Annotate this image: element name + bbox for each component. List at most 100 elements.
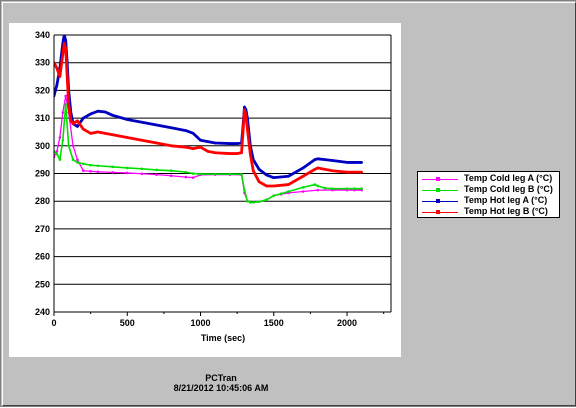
data-point [249, 152, 252, 156]
data-point [67, 144, 70, 148]
legend-swatch-marker [436, 210, 440, 214]
data-point [184, 175, 188, 179]
series-line [54, 35, 362, 180]
data-point [228, 172, 232, 176]
data-point [257, 200, 261, 204]
data-point [96, 170, 100, 174]
data-point [331, 169, 334, 173]
data-point [169, 174, 173, 178]
data-point [55, 83, 59, 87]
data-point [228, 152, 232, 155]
data-point [240, 151, 243, 155]
data-point [71, 158, 75, 161]
legend: Temp Cold leg A (°C) Temp Cold leg B (°C… [417, 171, 560, 218]
data-point [345, 187, 349, 191]
data-point [272, 184, 276, 188]
legend-swatch-line [422, 179, 458, 180]
y-tick-label: 270 [35, 224, 50, 234]
x-tick-label: 2000 [337, 318, 357, 328]
data-point [103, 132, 107, 135]
legend-label: Temp Hot leg B (°C) [464, 206, 548, 216]
data-point [125, 171, 129, 175]
data-point [360, 187, 363, 191]
data-point [76, 119, 79, 123]
data-point [103, 110, 107, 114]
data-point [241, 130, 245, 134]
data-point [249, 201, 252, 204]
data-point [257, 168, 261, 171]
data-point [251, 169, 255, 173]
data-point [76, 161, 79, 164]
data-point [301, 190, 305, 193]
data-point [360, 161, 363, 164]
data-point [191, 176, 195, 179]
data-point [155, 123, 158, 127]
data-point [76, 158, 79, 161]
data-point [301, 166, 305, 170]
y-tick-label: 260 [35, 252, 50, 262]
data-point [140, 120, 144, 124]
data-point [82, 169, 85, 173]
data-point [125, 166, 129, 170]
x-tick-label: 0 [51, 318, 56, 328]
data-point [301, 186, 305, 189]
y-tick-label: 300 [35, 141, 50, 151]
data-point [155, 173, 158, 176]
data-point [64, 47, 68, 51]
data-point [213, 141, 217, 145]
data-point [353, 170, 356, 174]
legend-swatch-marker [436, 177, 440, 181]
data-point [240, 173, 243, 176]
data-point [206, 140, 210, 143]
y-tick-label: 290 [35, 169, 50, 179]
data-point [235, 152, 239, 155]
data-point [64, 102, 68, 106]
data-point [331, 159, 334, 162]
tick-labels: 240 250 260 270 280 290 300 310 320 330 340 0 500 100… [35, 30, 357, 328]
data-point [96, 109, 100, 113]
data-point [243, 105, 246, 109]
data-point [199, 172, 202, 176]
data-point [64, 94, 68, 98]
legend-item-cold-leg-a: Temp Cold leg A (°C) [418, 173, 559, 185]
data-point [140, 172, 144, 176]
data-point [199, 145, 202, 149]
y-tick-label: 330 [35, 58, 50, 68]
data-point [62, 35, 66, 37]
x-tick-label: 1000 [191, 318, 211, 328]
data-point [169, 169, 173, 173]
data-point [246, 127, 249, 131]
data-point [191, 172, 195, 175]
data-point [316, 157, 320, 161]
series-Temp Hot leg A (°C) [54, 35, 363, 180]
data-point [55, 152, 59, 156]
legend-label: Temp Cold leg A (°C) [464, 173, 553, 183]
data-point [169, 144, 173, 148]
legend-swatch-line [422, 190, 458, 191]
data-point [96, 130, 100, 134]
data-point [345, 161, 349, 164]
data-point [243, 108, 246, 112]
legend-swatch-marker [436, 199, 440, 203]
data-point [89, 163, 92, 167]
data-point [191, 132, 195, 135]
data-point [184, 170, 188, 174]
data-point [257, 180, 261, 184]
data-point [55, 66, 59, 70]
data-point [228, 142, 232, 145]
axes [53, 35, 392, 316]
data-point [272, 194, 276, 197]
legend-swatch-line [422, 201, 458, 202]
data-point [246, 199, 249, 203]
data-point [313, 168, 317, 171]
data-point [125, 136, 129, 139]
data-point [243, 188, 246, 192]
data-point [287, 190, 290, 193]
y-tick-label: 250 [35, 279, 50, 289]
legend-label: Temp Hot leg A (°C) [464, 195, 548, 205]
data-point [140, 138, 144, 142]
footer-title: PCTran [205, 373, 237, 383]
data-point [125, 118, 129, 121]
data-point [61, 111, 65, 114]
data-point [265, 184, 268, 188]
